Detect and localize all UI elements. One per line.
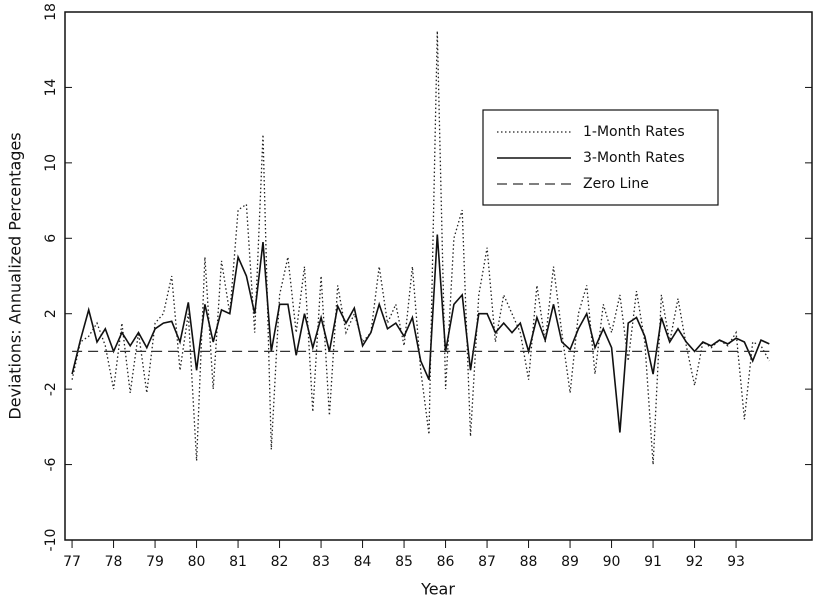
- legend-box: [482, 109, 719, 206]
- x-tick-label: 82: [271, 554, 289, 570]
- x-tick-label: 89: [561, 554, 579, 570]
- x-tick-label: 92: [686, 554, 704, 570]
- legend-label: 1-Month Rates: [583, 124, 685, 140]
- x-tick-label: 87: [478, 554, 496, 570]
- x-tick-label: 88: [520, 554, 538, 570]
- x-axis-label: Year: [420, 580, 455, 599]
- plot-frame: [64, 11, 813, 541]
- x-tick-label: 80: [188, 554, 206, 570]
- series-line: [71, 234, 770, 433]
- series-line: [71, 30, 770, 465]
- x-tick-label: 86: [437, 554, 455, 570]
- x-tick-label: 91: [644, 554, 662, 570]
- x-tick-label: 78: [105, 554, 123, 570]
- y-tick-label: 2: [43, 309, 59, 318]
- y-tick-label: -2: [43, 382, 59, 396]
- legend-label: Zero Line: [583, 176, 649, 192]
- x-tick-label: 83: [312, 554, 330, 570]
- y-tick-label: 6: [43, 234, 59, 243]
- x-tick-label: 84: [354, 554, 372, 570]
- legend-label: 3-Month Rates: [583, 150, 685, 166]
- y-tick-label: -10: [43, 529, 59, 552]
- y-tick-label: 10: [43, 154, 59, 172]
- y-tick-label: -6: [43, 458, 59, 472]
- x-tick-label: 79: [146, 554, 164, 570]
- x-tick-label: 93: [727, 554, 745, 570]
- y-tick-label: 18: [43, 3, 59, 21]
- y-axis-label: Deviations: Annualized Percentages: [6, 132, 25, 419]
- x-tick-label: 77: [63, 554, 81, 570]
- x-tick-label: 85: [395, 554, 413, 570]
- x-tick-label: 81: [229, 554, 247, 570]
- y-tick-label: 14: [43, 78, 59, 96]
- x-tick-label: 90: [603, 554, 621, 570]
